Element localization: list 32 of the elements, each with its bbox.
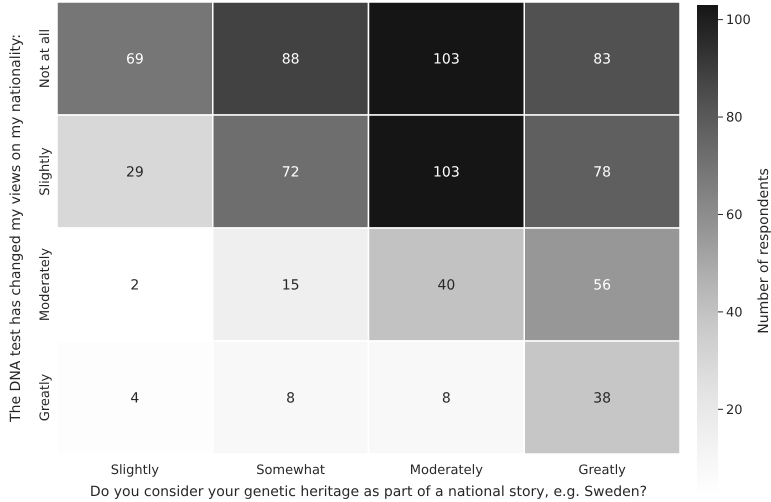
data-label: 8 — [286, 390, 296, 406]
y-tick-label: Slightly — [38, 147, 53, 196]
color-bar-label: 80 — [726, 110, 743, 126]
data-label: 69 — [126, 51, 144, 68]
y-axis-title: The DNA test has changed my views on my nationality: — [8, 34, 24, 423]
data-label: 56 — [593, 277, 612, 294]
data-label: 4 — [130, 390, 140, 406]
y-tick-label: Not at all — [38, 28, 53, 88]
data-label: 8 — [442, 390, 451, 406]
color-bar-label: 60 — [726, 208, 743, 224]
x-axis-title: Do you consider your genetic heritage as part of a national story, e.g. Sweden? — [90, 484, 648, 500]
x-tick-label: Somewhat — [256, 463, 326, 478]
color-bar-label: 40 — [726, 305, 743, 320]
x-tick-label: Moderately — [410, 463, 484, 478]
data-label: 88 — [282, 51, 300, 68]
data-label: 29 — [126, 164, 144, 180]
data-label: 2 — [130, 277, 140, 294]
data-label: 40 — [437, 277, 456, 294]
x-tick-label: Greatly — [578, 463, 626, 478]
data-label: 78 — [593, 164, 612, 180]
color-bar-label: 20 — [726, 402, 743, 418]
data-label: 15 — [282, 277, 300, 294]
x-tick-label: Slightly — [110, 463, 160, 478]
color-bar-label: 100 — [726, 13, 751, 28]
y-tick-label: Moderately — [38, 248, 53, 322]
data-label: 72 — [282, 164, 300, 180]
color-bar-title: Number of respondents — [756, 168, 771, 334]
data-label: 103 — [433, 51, 460, 68]
y-tick-label: Greatly — [38, 373, 53, 422]
data-label: 38 — [593, 390, 612, 406]
data-label: 103 — [433, 164, 460, 180]
data-label: 83 — [593, 51, 612, 68]
